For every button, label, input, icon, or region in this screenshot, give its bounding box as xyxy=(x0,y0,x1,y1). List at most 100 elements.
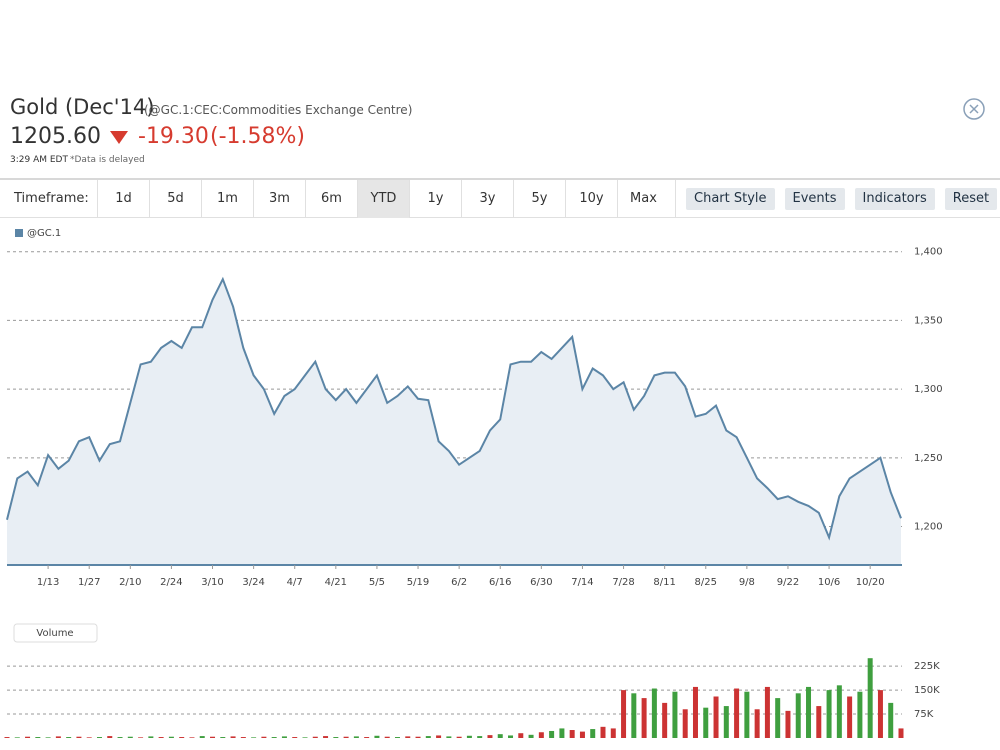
volume-bar xyxy=(45,737,51,738)
volume-bar xyxy=(682,709,688,738)
volume-bar xyxy=(528,734,534,738)
volume-bar xyxy=(487,735,493,738)
volume-bar xyxy=(281,736,287,738)
volume-bar xyxy=(76,736,82,738)
toolbar-button[interactable]: Reset xyxy=(944,187,998,210)
change: -19.30 xyxy=(138,124,209,149)
volume-bar xyxy=(672,691,678,738)
x-tick-label: 7/14 xyxy=(571,577,593,588)
volume-bar xyxy=(590,729,596,738)
volume-bar xyxy=(374,735,380,738)
volume-bar xyxy=(579,731,585,738)
volume-bar xyxy=(302,737,308,738)
close-button[interactable] xyxy=(962,97,986,121)
x-tick-label: 1/27 xyxy=(78,577,100,588)
volume-bar xyxy=(86,737,92,738)
volume-bar xyxy=(138,737,144,738)
volume-bar xyxy=(66,737,72,738)
volume-bar xyxy=(785,710,791,738)
volume-bar xyxy=(497,734,503,738)
volume-bar xyxy=(158,737,164,738)
x-tick-label: 8/11 xyxy=(653,577,675,588)
timeframe-button[interactable]: 3m xyxy=(253,179,305,218)
legend-label: Volume xyxy=(36,628,73,639)
volume-bar xyxy=(343,736,349,738)
timeframe-button[interactable]: 5d xyxy=(149,179,201,218)
volume-bar xyxy=(25,736,31,738)
timeframe-button[interactable]: 1m xyxy=(201,179,253,218)
title: Gold (Dec'14) xyxy=(10,95,155,119)
down-arrow xyxy=(110,131,128,144)
volume-bar xyxy=(35,737,41,738)
y-tick-label: 1,400 xyxy=(914,247,943,258)
timeframe-label: Timeframe: xyxy=(14,191,89,206)
volume-bar xyxy=(764,686,770,738)
volume-bar xyxy=(436,735,442,738)
area xyxy=(7,279,901,565)
volume-bar xyxy=(569,730,575,738)
timeframe-button[interactable]: 10y xyxy=(565,179,617,218)
volume-bar xyxy=(477,736,483,738)
volume-bar xyxy=(261,736,267,738)
timeframe-button[interactable]: YTD xyxy=(357,179,409,218)
volume-bar xyxy=(621,690,627,738)
toolbar-button[interactable]: Events xyxy=(784,187,845,210)
volume-bar xyxy=(806,686,812,738)
volume-bar xyxy=(559,728,565,738)
volume-bar xyxy=(826,690,832,738)
x-tick-label: 6/2 xyxy=(451,577,467,588)
timeframe-button[interactable]: Max xyxy=(617,179,669,218)
volume-bar xyxy=(189,737,195,738)
change-pct: (-1.58%) xyxy=(210,124,305,149)
volume-bar xyxy=(364,737,370,738)
volume-bar xyxy=(405,736,411,738)
x-tick-label: 7/28 xyxy=(612,577,634,588)
legend-label: @GC.1 xyxy=(27,228,61,239)
volume-bar xyxy=(117,737,123,738)
y-tick-label: 1,200 xyxy=(914,522,943,533)
volume-bar xyxy=(877,690,883,738)
timeframe-button[interactable]: 6m xyxy=(305,179,357,218)
volume-bar xyxy=(754,709,760,738)
toolbar-button[interactable]: Indicators xyxy=(854,187,935,210)
volume-bar xyxy=(631,693,637,738)
volume-bar xyxy=(251,737,257,738)
volume-bar xyxy=(610,728,616,738)
timeframe-button[interactable]: 1d xyxy=(97,179,149,218)
timeframes: 1d 5d 1m 3m 6m YTD 1y 3y 5y 10y Max xyxy=(97,179,669,218)
y-tick-label: 1,250 xyxy=(914,453,943,464)
x-tick-label: 9/22 xyxy=(777,577,799,588)
toolbar: Timeframe: 1d 5d 1m 3m 6m YTD 1y 3y 5y 10y Max Cha… xyxy=(0,178,1000,218)
timeframe-button[interactable]: 3y xyxy=(461,179,513,218)
x-tick-label: 2/24 xyxy=(160,577,182,588)
volume-bar xyxy=(456,736,462,738)
y-tick-label: 225K xyxy=(914,661,940,672)
x-tick-label: 9/8 xyxy=(739,577,755,588)
subtitle: (@GC.1:CEC:Commodities Exchange Centre) xyxy=(144,103,413,117)
y-tick-label: 75K xyxy=(914,709,934,720)
timeframe-button[interactable]: 5y xyxy=(513,179,565,218)
volume-bar xyxy=(662,702,668,738)
volume-bar xyxy=(415,736,421,738)
timeframe-button[interactable]: 1y xyxy=(409,179,461,218)
price-line xyxy=(6,276,902,541)
volume-bar xyxy=(651,688,657,738)
price: 1205.60 xyxy=(10,124,101,149)
volume-bar xyxy=(199,736,205,738)
volume-bar xyxy=(466,735,472,738)
volume-bar xyxy=(847,696,853,738)
volume-bar xyxy=(240,737,246,738)
volume-bar xyxy=(836,685,842,738)
volume-bar xyxy=(220,737,226,738)
volume-bar xyxy=(4,737,10,738)
x-tick-label: 4/21 xyxy=(325,577,347,588)
volume-bar xyxy=(312,736,318,738)
toolbar-button[interactable]: Chart Style xyxy=(686,187,775,210)
legend-swatch xyxy=(15,229,23,237)
volume-bar xyxy=(446,736,452,738)
volume-bar xyxy=(127,736,133,738)
volume-bar xyxy=(323,736,329,738)
volume-bar xyxy=(271,737,277,738)
